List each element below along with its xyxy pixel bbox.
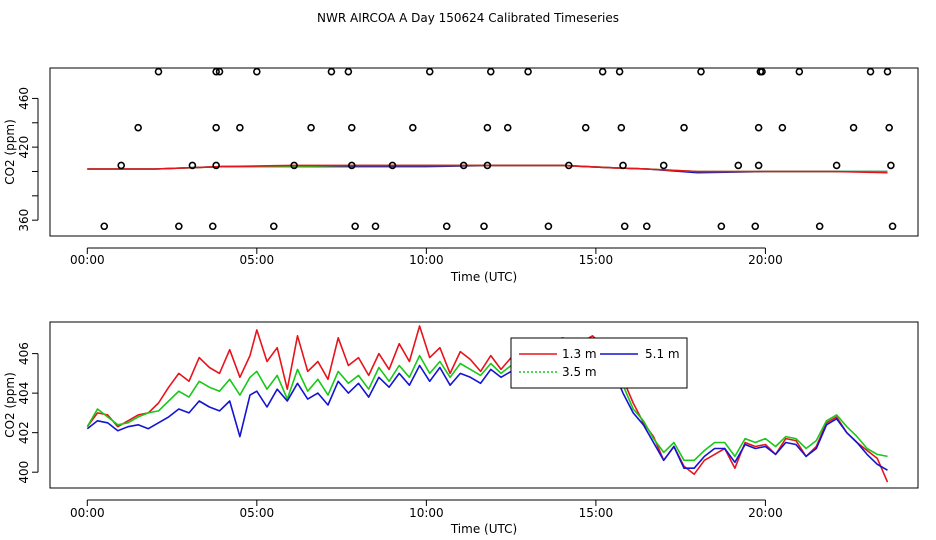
reference-point (734, 161, 743, 170)
reference-point (290, 161, 298, 170)
reference-point (344, 67, 353, 76)
reference-point (883, 67, 892, 76)
reference-point (212, 161, 220, 170)
reference-point (347, 123, 356, 132)
reference-point (425, 67, 434, 76)
x-axis-label: Time (UTC) (450, 522, 517, 536)
x-tick-label: 15:00 (579, 253, 614, 267)
legend-label: 1.3 m (562, 347, 597, 361)
reference-point (253, 67, 261, 76)
reference-point (117, 161, 126, 170)
reference-point (215, 67, 224, 76)
x-tick-label: 10:00 (409, 253, 444, 267)
x-tick-label: 10:00 (409, 506, 444, 520)
reference-point (208, 222, 217, 231)
y-tick-label: 402 (17, 421, 31, 444)
plot-frame (49, 321, 919, 489)
reference-point (754, 123, 763, 132)
legend: 1.3 m 5.1 m 3.5 m (510, 337, 688, 389)
reference-point (680, 123, 688, 132)
x-tick-label: 00:00 (70, 506, 105, 520)
chart-title: NWR AIRCOA A Day 150624 Calibrated Times… (317, 11, 619, 25)
x-tick-label: 15:00 (579, 506, 614, 520)
series-line-5-1-m (86, 362, 888, 471)
x-tick-label: 05:00 (240, 506, 275, 520)
series-line-1-3-m (86, 325, 889, 483)
reference-point (154, 67, 163, 76)
y-tick-label: 420 (17, 136, 31, 159)
y-tick-label: 406 (17, 342, 31, 365)
y-tick-label: 400 (17, 461, 31, 484)
reference-point (212, 123, 220, 132)
reference-point (503, 123, 512, 132)
series-line-3-5-m (86, 338, 888, 462)
reference-point (849, 123, 858, 132)
reference-point (581, 123, 590, 132)
y-tick-label: 460 (17, 87, 31, 110)
legend-label: 3.5 m (562, 365, 597, 379)
reference-point (887, 161, 895, 170)
y-axis-label: CO2 (ppm) (3, 372, 17, 438)
reference-point (327, 67, 336, 76)
x-tick-label: 20:00 (748, 253, 783, 267)
x-axis-label: Time (UTC) (450, 270, 517, 284)
reference-point (483, 123, 492, 132)
legend-box (510, 337, 688, 389)
y-tick-label: 404 (17, 382, 31, 405)
reference-point (888, 222, 897, 231)
series-line-1-3-m (87, 164, 888, 174)
reference-point (866, 67, 875, 76)
reference-point (175, 222, 183, 231)
reference-point (480, 222, 488, 231)
reference-point (269, 222, 278, 231)
x-tick-label: 05:00 (240, 253, 275, 267)
reference-point (751, 222, 760, 231)
reference-point (758, 67, 766, 76)
reference-point (795, 67, 804, 76)
reference-point (442, 222, 451, 231)
reference-point (778, 123, 787, 132)
reference-point (459, 161, 468, 170)
reference-point (754, 161, 763, 170)
reference-point (524, 67, 532, 76)
reference-point (347, 161, 356, 170)
reference-point (351, 222, 359, 231)
reference-point (236, 123, 244, 132)
reference-point (100, 222, 109, 231)
x-tick-label: 00:00 (70, 253, 105, 267)
reference-point (408, 123, 417, 132)
reference-point (697, 67, 705, 76)
reference-point (212, 67, 220, 76)
reference-point (832, 161, 841, 170)
reference-point (307, 123, 315, 132)
reference-point (615, 67, 624, 76)
reference-point (815, 222, 824, 231)
reference-point (620, 222, 629, 231)
reference-point (134, 123, 142, 132)
reference-point (617, 123, 626, 132)
reference-point (659, 161, 668, 170)
reference-point (642, 222, 651, 231)
reference-point (388, 161, 397, 170)
reference-point (598, 67, 607, 76)
reference-point (544, 222, 553, 231)
reference-point (619, 161, 627, 170)
top-panel-scatter: 00:00 05:00 10:00 15:00 20:00 Time (UTC) 360 42… (3, 67, 919, 284)
bottom-panel-line: 00:00 05:00 10:00 15:00 20:00 Time (UTC) 400 40… (3, 321, 919, 536)
legend-label: 5.1 m (645, 347, 680, 361)
y-axis-label: CO2 (ppm) (3, 119, 17, 185)
reference-point (483, 161, 492, 170)
reference-point (885, 123, 893, 132)
reference-point (717, 222, 726, 231)
x-tick-label: 20:00 (748, 506, 783, 520)
reference-point (486, 67, 495, 76)
y-tick-label: 360 (17, 209, 31, 232)
reference-point (564, 161, 573, 170)
reference-point (371, 222, 380, 231)
plot-frame (49, 67, 919, 237)
reference-point (188, 161, 197, 170)
